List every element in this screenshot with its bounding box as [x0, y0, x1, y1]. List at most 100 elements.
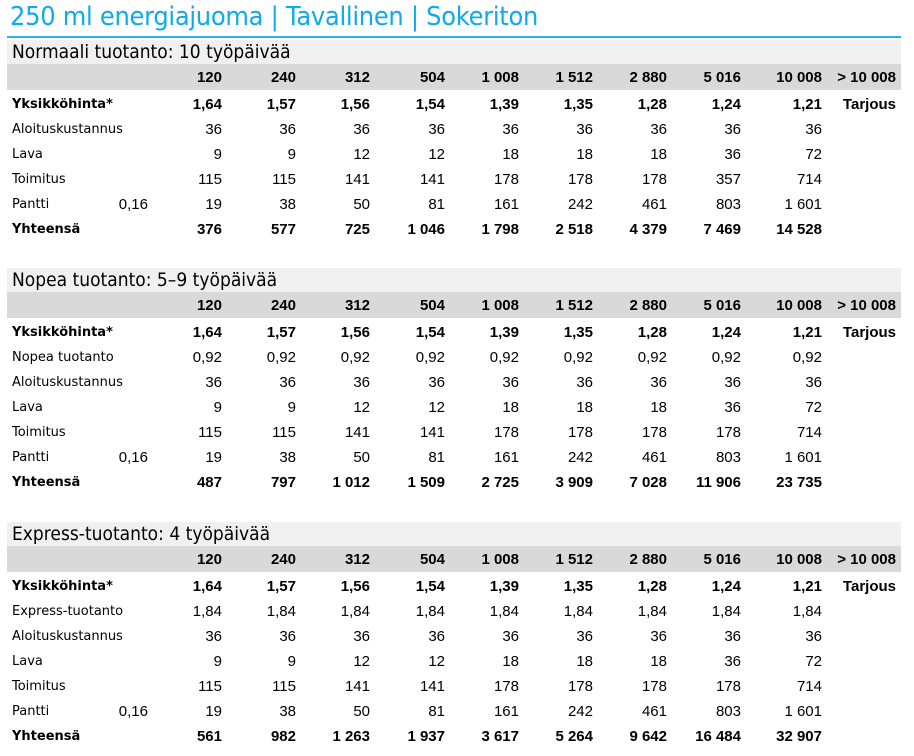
table-cell: 19: [205, 196, 222, 213]
row-label-text: Pantti: [12, 450, 50, 465]
table-cell: 18: [502, 399, 519, 416]
table-cell: 18: [650, 146, 667, 163]
row-label-text: Toimitus: [12, 679, 66, 694]
table-cell: 50: [353, 449, 370, 466]
table-cell: 14 528: [776, 221, 822, 238]
table-cell: 1,84: [266, 603, 296, 620]
table-cell: 36: [279, 374, 296, 391]
table-cell: 178: [715, 424, 741, 441]
page-title: 250 ml energiajuoma | Tavallinen | Soker…: [10, 2, 539, 32]
table-cell: 461: [641, 449, 667, 466]
table-cell: 0,92: [415, 349, 445, 366]
table-cell: 178: [715, 678, 741, 695]
table-row: Toimitus 115 115 141 141 178 178 178 178 714: [7, 674, 901, 699]
table-cell: 797: [270, 474, 296, 491]
row-label-text: Toimitus: [12, 425, 66, 440]
quantity-column-header: 240: [270, 550, 296, 568]
table-cell: 36: [502, 628, 519, 645]
row-label: Lava: [7, 395, 148, 420]
table-cell: 1,64: [192, 96, 222, 113]
table-cell: 0,92: [266, 349, 296, 366]
price-table-section: Express-tuotanto: 4 työpäivää 120 240 312 50…: [7, 522, 901, 749]
table-row: Aloituskustannus 36 36 36 36 36 36 36 36 36: [7, 624, 901, 649]
table-cell: 115: [272, 424, 296, 441]
table-cell: 141: [419, 171, 445, 188]
table-cell: 1 601: [784, 703, 822, 720]
row-label-text: Aloituskustannus: [12, 629, 123, 644]
table-cell: 461: [641, 703, 667, 720]
title-underline: [7, 36, 901, 38]
table-cell: 115: [198, 424, 222, 441]
table-cell: 36: [724, 374, 741, 391]
table-cell: 1,84: [192, 603, 222, 620]
table-cell: 36: [353, 374, 370, 391]
table-row: Yhteensä 561 982 1 263 1 937 3 617 5 264 9 642 1…: [7, 724, 901, 749]
table-cell: 1,24: [711, 578, 741, 595]
quantity-column-header: 504: [419, 296, 445, 314]
quantity-column-header: 5 016: [703, 68, 741, 86]
table-cell: 36: [353, 121, 370, 138]
deposit-rate: 0,16: [118, 196, 148, 213]
row-label: Yksikköhinta*: [7, 320, 148, 345]
table-cell: 1,84: [340, 603, 370, 620]
row-label-text: Aloituskustannus: [12, 122, 123, 137]
quantity-column-header: 120: [196, 68, 222, 86]
section-heading: Nopea tuotanto: 5–9 työpäivää: [7, 268, 901, 292]
table-cell: 36: [279, 628, 296, 645]
row-label: Yksikköhinta*: [7, 574, 148, 599]
table-cell: 18: [650, 399, 667, 416]
table-cell: 7 469: [703, 221, 741, 238]
deposit-rate: 0,16: [118, 703, 148, 720]
quantity-column-header: 504: [419, 68, 445, 86]
table-cell: 115: [272, 678, 296, 695]
section-heading: Express-tuotanto: 4 työpäivää: [7, 522, 901, 546]
row-label: Pantti 0,16: [7, 699, 148, 724]
quantity-column-header: 2 880: [629, 550, 667, 568]
table-cell: 178: [641, 171, 667, 188]
table-cell: 36: [650, 121, 667, 138]
quantity-column-header: 1 512: [555, 550, 593, 568]
table-cell: 725: [344, 221, 370, 238]
table-cell: 36: [650, 628, 667, 645]
table-cell: 714: [796, 678, 822, 695]
table-cell: 36: [724, 653, 741, 670]
table-cell: 36: [650, 374, 667, 391]
table-cell: 115: [198, 678, 222, 695]
table-cell: 178: [493, 678, 519, 695]
table-row: Lava 9 9 12 12 18 18 18 36 72: [7, 142, 901, 167]
table-cell: 18: [576, 399, 593, 416]
table-cell: 12: [353, 146, 370, 163]
table-cell: 803: [715, 703, 741, 720]
table-cell: 1,57: [266, 96, 296, 113]
table-cell: 1,24: [711, 96, 741, 113]
table-cell: 357: [715, 171, 741, 188]
quantity-column-header: > 10 008: [837, 550, 896, 568]
table-cell: 36: [724, 399, 741, 416]
table-cell: 38: [279, 703, 296, 720]
table-cell: 178: [567, 424, 593, 441]
row-label: Yhteensä: [7, 470, 148, 495]
table-cell: 178: [493, 424, 519, 441]
table-cell: 0,92: [711, 349, 741, 366]
quantity-column-header: 1 512: [555, 296, 593, 314]
row-label: Toimitus: [7, 674, 148, 699]
table-cell: 141: [344, 424, 370, 441]
row-label: Nopea tuotanto: [7, 345, 148, 370]
quantity-column-header: 120: [196, 296, 222, 314]
table-cell: Tarjous: [842, 96, 896, 113]
row-label: Aloituskustannus: [7, 624, 148, 649]
quantity-column-header: 312: [344, 296, 370, 314]
section-heading-text: Express-tuotanto: 4 työpäivää: [12, 523, 271, 545]
row-label-text: Toimitus: [12, 172, 66, 187]
quantity-column-header: > 10 008: [837, 296, 896, 314]
row-label-text: Pantti: [12, 704, 50, 719]
table-cell: 32 907: [776, 728, 822, 745]
table-cell: 36: [279, 121, 296, 138]
quantity-column-header: 2 880: [629, 68, 667, 86]
table-cell: 1,84: [637, 603, 667, 620]
table-cell: 36: [353, 628, 370, 645]
table-cell: 38: [279, 449, 296, 466]
table-cell: 9 642: [629, 728, 667, 745]
table-cell: 161: [493, 703, 519, 720]
table-cell: 2 518: [555, 221, 593, 238]
